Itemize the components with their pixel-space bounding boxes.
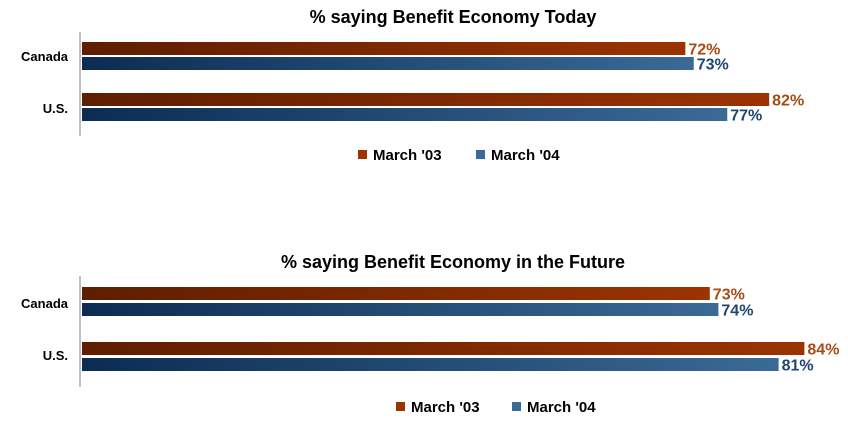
bar-march03 (82, 342, 805, 355)
chart-2: % saying Benefit Economy in the Future Ca… (21, 252, 839, 416)
legend-swatch (512, 402, 521, 411)
value-label: 81% (782, 358, 814, 375)
value-label: 84% (807, 342, 839, 359)
bar-march04 (82, 108, 728, 121)
chart-title: % saying Benefit Economy Today (310, 7, 597, 27)
value-label: 73% (697, 57, 729, 74)
legend-label: March '04 (491, 147, 560, 164)
bar-march04 (82, 358, 779, 371)
chart-1: % saying Benefit Economy Today Canada U.S.… (21, 7, 804, 164)
category-label: U.S. (43, 348, 68, 363)
bar-march03 (82, 287, 710, 300)
bar-march04 (82, 57, 694, 70)
legend-label: March '03 (373, 147, 442, 164)
bar-march03 (82, 93, 770, 106)
value-label: 77% (730, 108, 762, 125)
category-label: Canada (21, 49, 69, 64)
legend-swatch (358, 150, 367, 159)
value-label: 74% (721, 303, 753, 320)
category-label: U.S. (43, 101, 68, 116)
legend-swatch (476, 150, 485, 159)
legend-label: March '03 (411, 399, 480, 416)
category-label: Canada (21, 296, 69, 311)
legend-label: March '04 (527, 399, 596, 416)
value-label: 82% (772, 93, 804, 110)
bar-march04 (82, 303, 719, 316)
legend-swatch (396, 402, 405, 411)
chart-title: % saying Benefit Economy in the Future (281, 252, 625, 272)
value-label: 73% (713, 287, 745, 304)
charts-layer: % saying Benefit Economy Today Canada U.S.… (21, 7, 839, 416)
value-label: 72% (688, 42, 720, 59)
bar-march03 (82, 42, 686, 55)
